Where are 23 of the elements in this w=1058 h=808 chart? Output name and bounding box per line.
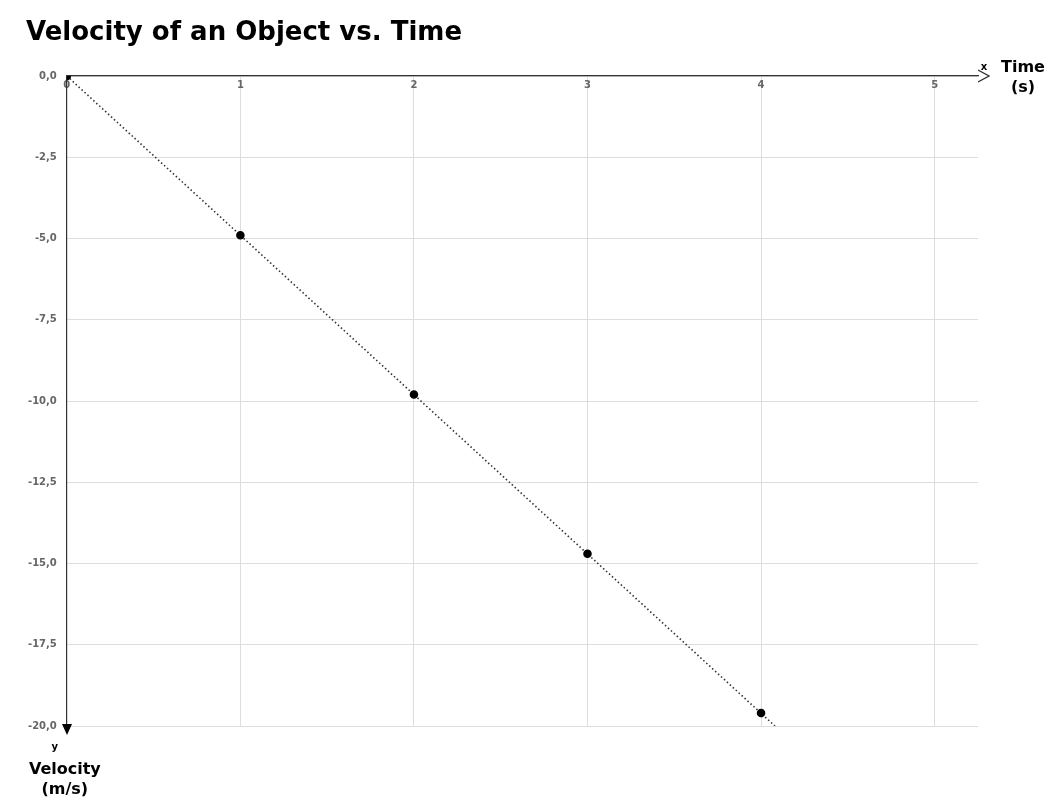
y-tick-label: -12,5 [28,475,57,487]
y-tick-label: -7,5 [34,313,57,325]
x-tick-label: 5 [931,78,939,90]
x-tick-label: 2 [410,78,418,90]
point [236,230,245,240]
point [583,549,592,559]
text: y [51,740,59,752]
y-tick-label: -2,5 [34,150,57,162]
x-tick-label: 1 [236,78,244,90]
y-tick-label: 0,0 [39,69,57,81]
y-tick-label: -17,5 [28,638,57,650]
chart-title: Velocity of an Object vs. Time [26,16,463,46]
text: x [980,60,988,72]
y-tick-label: -5,0 [34,232,57,244]
point [409,390,419,399]
y-tick-label: -10,0 [28,394,57,406]
y-tick-label: -20,0 [28,719,57,731]
y-tick-label: -15,0 [28,557,57,569]
x-tick-label: 4 [757,78,765,90]
x-axis-title: Time (s) [1001,57,1046,97]
point [756,708,766,718]
y-axis-title: Velocity (m/s) [28,759,102,799]
x-tick-label: 3 [584,78,592,90]
